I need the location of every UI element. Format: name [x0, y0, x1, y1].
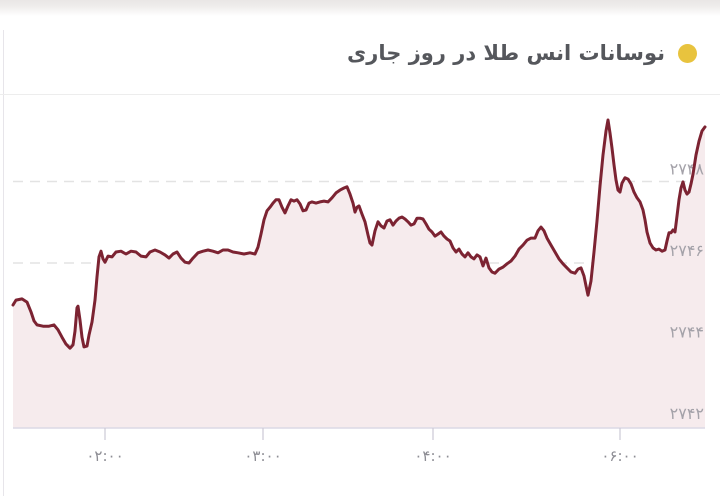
chart-header: نوسانات انس طلا در روز جاری	[347, 38, 697, 68]
x-axis-label: ۰۲:۰۰	[86, 447, 123, 465]
price-line	[11, 118, 707, 350]
area-fill	[13, 120, 705, 428]
y-axis-label-2742: ۲۷۴۲	[670, 404, 704, 423]
chart-title: نوسانات انس طلا در روز جاری	[347, 41, 665, 65]
gold-bullet-dot-icon	[678, 43, 697, 63]
top-shadow-strip	[0, 0, 720, 16]
y-axis-label-2746: ۲۷۴۶	[670, 241, 704, 260]
y-axis-label-2744: ۲۷۴۴	[670, 323, 704, 342]
left-border-line	[3, 30, 4, 496]
y-axis-label-2748: ۲۷۴۸	[670, 160, 705, 179]
x-axis-label: ۰۴:۰۰	[414, 447, 451, 465]
x-axis-label: ۰۳:۰۰	[244, 447, 281, 465]
header-divider	[0, 94, 720, 95]
x-axis-label: ۰۶:۰۰	[601, 447, 638, 465]
